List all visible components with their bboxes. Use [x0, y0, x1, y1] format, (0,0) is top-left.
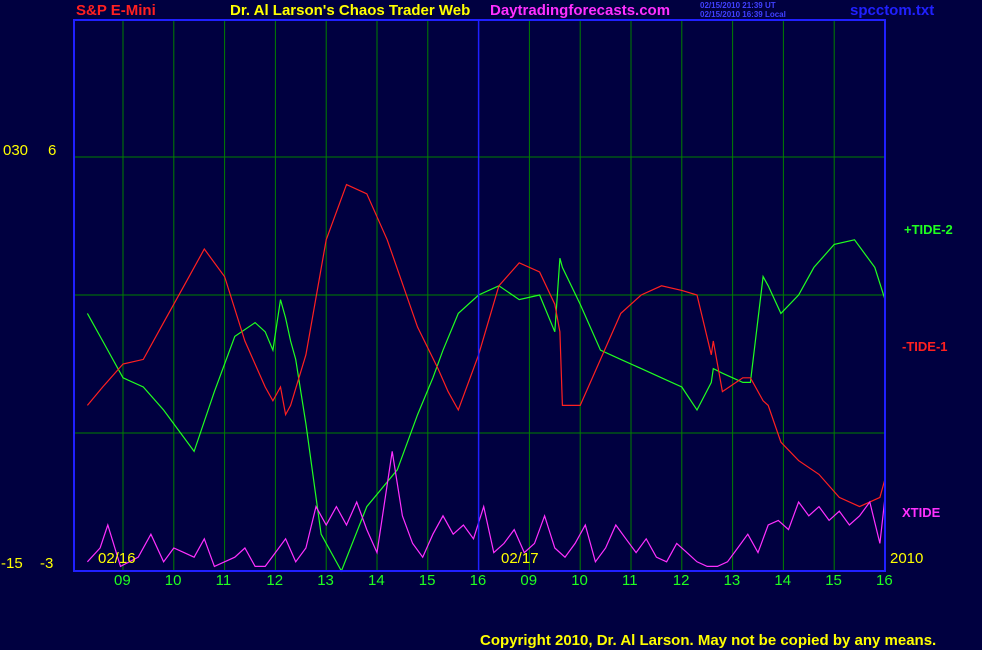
left-axis-top-left: 030 [3, 142, 29, 159]
hour-label: 15 [825, 572, 842, 589]
site-name: Daytradingforecasts.com [490, 2, 671, 19]
legend-tide1: -TIDE-1 [902, 339, 948, 354]
legend-xtide: XTIDE [902, 505, 941, 520]
year-label: 2010 [890, 550, 924, 567]
filename: spcctom.txt [850, 2, 935, 19]
left-axis-top-right: 6 [48, 142, 57, 159]
hour-label: 11 [622, 572, 638, 589]
plot-frame [73, 19, 886, 572]
time-local: 02/15/2010 16:39 Local [700, 10, 786, 19]
page-title: Dr. Al Larson's Chaos Trader Web [230, 2, 471, 19]
left-axis-bottom-left: -15 [1, 555, 23, 572]
hour-label: 12 [672, 572, 690, 589]
hour-label: 10 [164, 572, 182, 589]
left-axis-bottom-right: -3 [40, 555, 54, 572]
hour-label: 13 [317, 572, 334, 589]
instrument-label: S&P E-Mini [76, 2, 156, 19]
hour-label: 13 [723, 572, 741, 589]
hour-label: 16 [469, 572, 487, 589]
series-tide1-line [86, 183, 886, 508]
hour-label: 09 [114, 572, 131, 589]
hour-label: 16 [876, 572, 893, 589]
hour-label: 14 [774, 572, 792, 589]
hour-label: 09 [520, 572, 538, 589]
time-ut: 02/15/2010 21:39 UT [700, 1, 776, 10]
date-label-2: 02/17 [501, 550, 539, 567]
date-label-1: 02/16 [98, 550, 136, 567]
hour-label: 11 [215, 572, 232, 589]
hour-label: 15 [418, 572, 436, 589]
copyright: Copyright 2010, Dr. Al Larson. May not b… [480, 632, 937, 649]
series-tide2-line [86, 239, 886, 573]
hour-label: 12 [266, 572, 284, 589]
series-xtide-line [86, 451, 886, 568]
grid-lines [74, 20, 886, 571]
legend-tide2: +TIDE-2 [904, 222, 953, 237]
series-lines [86, 183, 886, 573]
hour-label: 10 [571, 572, 588, 589]
hour-label: 14 [368, 572, 385, 589]
